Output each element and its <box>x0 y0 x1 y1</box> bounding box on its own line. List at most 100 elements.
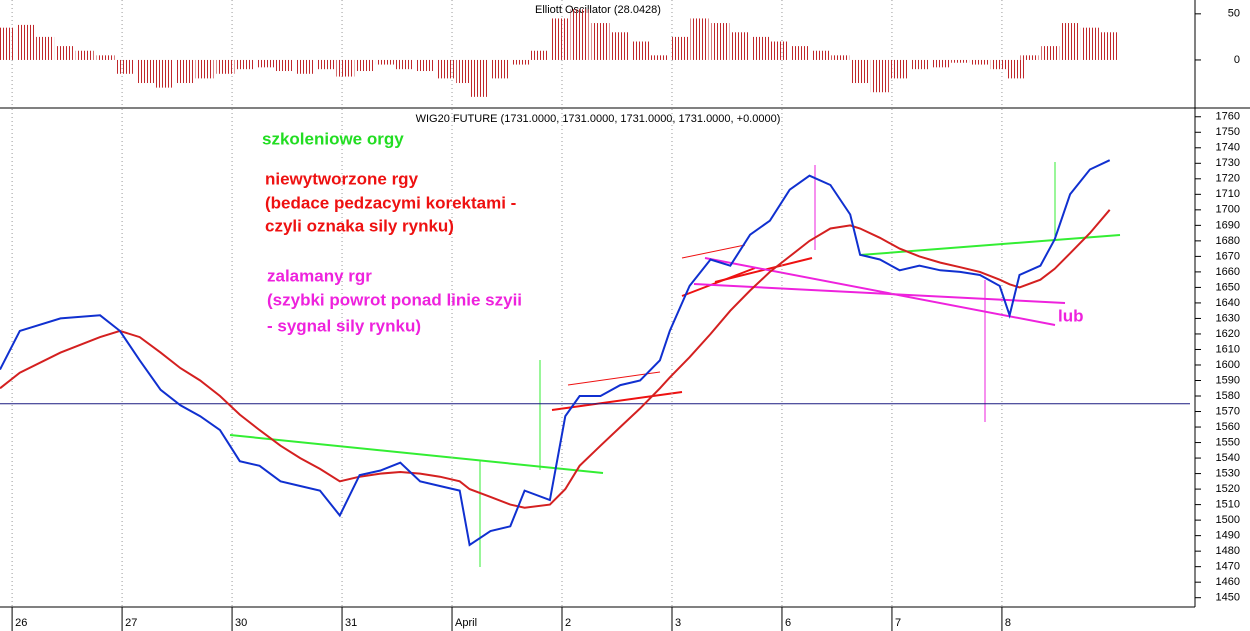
oscillator-bar <box>1020 55 1039 60</box>
y-tick-label: 1580 <box>1216 390 1240 402</box>
y-tick-label: 1540 <box>1216 452 1240 464</box>
oscillator-bar <box>36 36 55 60</box>
annotation: niewytworzone rgy <box>265 169 419 188</box>
oscillator-bar <box>236 59 255 70</box>
oscillator-bar <box>295 59 314 74</box>
x-tick-label: 3 <box>675 617 681 629</box>
y-tick-label: 50 <box>1228 8 1240 20</box>
price-line <box>0 209 1111 509</box>
y-tick-label: 1680 <box>1216 235 1240 247</box>
annotation: zalamany rgr <box>267 266 372 285</box>
oscillator-bar <box>216 59 235 74</box>
oscillator-bar <box>470 59 489 97</box>
oscillator-bar <box>550 18 569 60</box>
oscillator-bar <box>1080 27 1099 60</box>
x-tick-label: 31 <box>345 617 357 629</box>
oscillator-title: Elliott Oscillator (28.0428) <box>535 4 661 16</box>
oscillator-bar <box>356 59 375 72</box>
oscillator-bar <box>570 9 589 60</box>
oscillator-bar <box>591 23 610 60</box>
trend-lines <box>229 162 1121 567</box>
y-tick-label: 1720 <box>1216 173 1240 185</box>
oscillator-bar <box>1061 23 1080 60</box>
oscillator-bar <box>75 50 94 60</box>
y-tick-label: 1490 <box>1216 530 1240 542</box>
x-tick-label: 6 <box>785 617 791 629</box>
oscillator-bar <box>195 59 214 79</box>
oscillator-bar <box>415 59 434 72</box>
oscillator-bar <box>16 24 35 60</box>
y-tick-label: 1590 <box>1216 374 1240 386</box>
oscillator-bar <box>1100 32 1119 60</box>
oscillator-bar <box>136 59 155 84</box>
oscillator-bar <box>750 36 769 60</box>
y-tick-label: 1740 <box>1216 142 1240 154</box>
oscillator-bar <box>316 59 335 70</box>
y-tick-label: 1550 <box>1216 436 1240 448</box>
oscillator-bar <box>175 59 194 84</box>
oscillator-bar <box>436 59 455 79</box>
y-tick-label: 1630 <box>1216 312 1240 324</box>
annotation: (bedace pedzacymi korektami - <box>265 193 516 212</box>
price-title: WIG20 FUTURE (1731.0000, 1731.0000, 1731… <box>416 113 781 125</box>
y-tick-label: 1660 <box>1216 266 1240 278</box>
oscillator-bar <box>670 36 689 60</box>
y-tick-label: 1530 <box>1216 467 1240 479</box>
y-tick-label: 1620 <box>1216 328 1240 340</box>
y-tick-label: 0 <box>1234 54 1240 66</box>
annotation: szkoleniowe orgy <box>262 129 404 148</box>
y-tick-label: 1750 <box>1216 126 1240 138</box>
oscillator-bar <box>711 23 730 60</box>
x-tick-label: 2 <box>565 617 571 629</box>
annotation: (szybki powrot ponad linie szyii <box>267 290 522 309</box>
y-tick-label: 1500 <box>1216 514 1240 526</box>
x-tick-label: 30 <box>235 617 247 629</box>
y-tick-label: 1450 <box>1216 592 1240 604</box>
oscillator-bar <box>96 55 115 60</box>
oscillator-bar <box>395 59 414 70</box>
oscillator-bar <box>55 46 74 60</box>
oscillator-bar <box>631 41 650 60</box>
oscillator-bar <box>790 46 809 60</box>
oscillator-bar <box>155 59 174 88</box>
oscillator-bar <box>511 59 530 65</box>
y-tick-label: 1520 <box>1216 483 1240 495</box>
oscillator-bar <box>970 59 989 65</box>
annotation: lub <box>1058 306 1084 325</box>
oscillator-bar <box>456 59 475 84</box>
oscillator-bar <box>890 59 909 79</box>
oscillator-bar <box>731 32 750 60</box>
y-tick-label: 1650 <box>1216 281 1240 293</box>
x-tick-label: 26 <box>15 617 27 629</box>
oscillator-bar <box>851 59 870 84</box>
oscillator-bar <box>951 59 970 63</box>
oscillator-bar <box>811 50 830 60</box>
oscillator-bar <box>1006 59 1025 79</box>
oscillator-bar <box>990 59 1009 70</box>
y-tick-label: 1690 <box>1216 219 1240 231</box>
x-tick-label: 27 <box>125 617 137 629</box>
y-tick-label: 1610 <box>1216 343 1240 355</box>
oscillator-bar <box>690 18 709 60</box>
oscillator-bar <box>491 59 510 79</box>
oscillator-bar <box>0 27 15 60</box>
oscillator-bar <box>910 59 929 70</box>
annotation: czyli oznaka sily rynku) <box>265 216 454 235</box>
y-tick-label: 1560 <box>1216 421 1240 433</box>
y-tick-label: 1700 <box>1216 204 1240 216</box>
oscillator-bar <box>336 59 355 77</box>
y-tick-label: 1730 <box>1216 157 1240 169</box>
y-tick-label: 1760 <box>1216 111 1240 123</box>
y-tick-label: 1670 <box>1216 250 1240 262</box>
x-tick-label: 8 <box>1005 617 1011 629</box>
price-line <box>0 159 1111 547</box>
x-tick-label: April <box>455 617 477 629</box>
y-tick-label: 1710 <box>1216 188 1240 200</box>
oscillator-bar <box>375 59 394 65</box>
oscillator-bar <box>870 59 889 93</box>
oscillator-bar <box>770 41 789 60</box>
oscillator-bar <box>256 59 275 68</box>
oscillator-bar <box>611 32 630 60</box>
